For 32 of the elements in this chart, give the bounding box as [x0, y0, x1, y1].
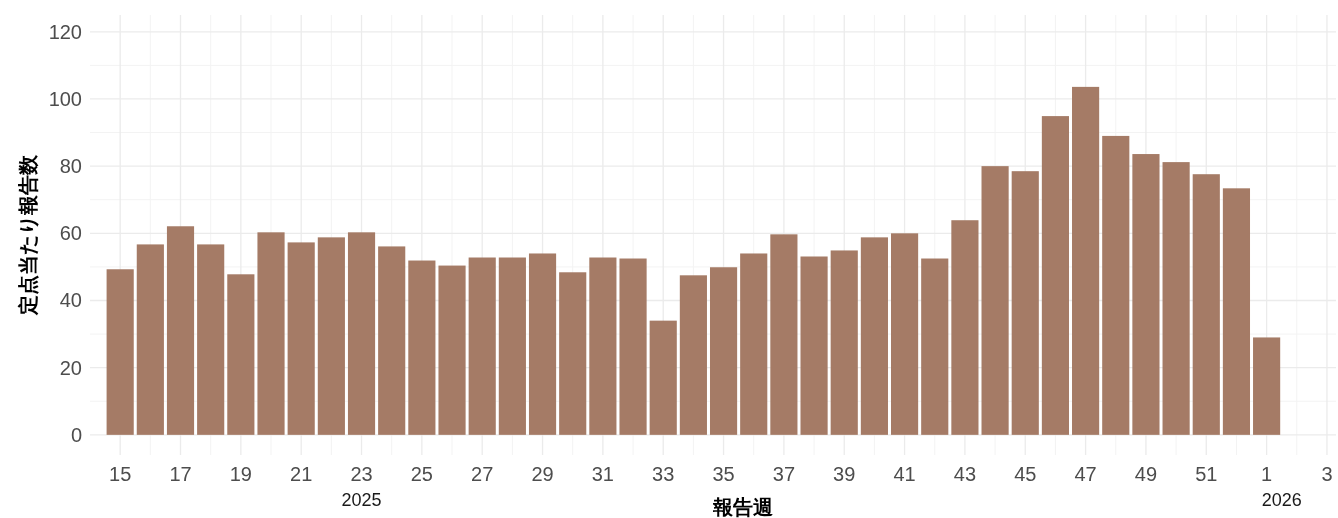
y-tick-label: 60	[59, 222, 82, 245]
x-tick-label: 17	[169, 463, 192, 485]
y-tick-label: 80	[59, 155, 82, 178]
x-tick-label: 23	[350, 463, 373, 485]
text: 2025	[341, 490, 382, 510]
x-tick-label: 19	[229, 463, 252, 485]
y-tick-label: 0	[70, 423, 82, 446]
x-tick-label: 33	[652, 463, 675, 485]
x-tick-label: 37	[772, 463, 796, 485]
y-axis-title: 定点当たり報告数	[17, 154, 39, 316]
x-tick-label: 43	[953, 463, 977, 485]
y-tick-label: 40	[59, 289, 82, 312]
x-tick-label: 15	[109, 463, 132, 485]
x-tick-label: 39	[833, 463, 856, 485]
x-tick-label: 21	[290, 463, 313, 485]
x-tick-label: 31	[591, 463, 615, 485]
x-tick-label: 1	[1261, 463, 1273, 485]
x-tick-label: 51	[1195, 463, 1218, 485]
x-tick-label: 41	[893, 463, 916, 485]
x-tick-label: 3	[1321, 463, 1333, 485]
x-tick-label: 49	[1134, 463, 1158, 485]
x-tick-label: 27	[471, 463, 494, 485]
x-tick-label: 47	[1074, 463, 1097, 485]
x-tick-label: 45	[1014, 463, 1037, 485]
text: 2026	[1261, 490, 1302, 510]
x-axis-title: 報告週	[712, 496, 773, 518]
x-tick-label: 25	[410, 463, 433, 485]
y-tick-label: 120	[48, 20, 82, 43]
x-tick-label: 35	[712, 463, 735, 485]
y-tick-label: 100	[48, 87, 82, 110]
y-tick-label: 20	[59, 356, 82, 379]
x-tick-label: 29	[531, 463, 554, 485]
